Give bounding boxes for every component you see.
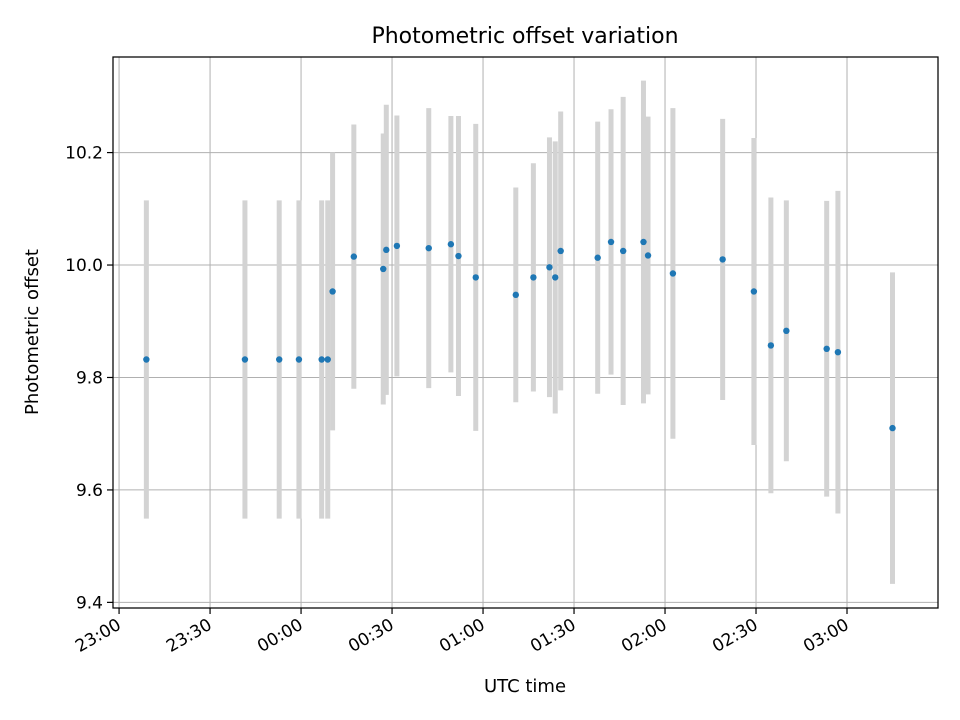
y-tick-label: 9.4 — [76, 593, 103, 613]
x-axis-ticks: 23:00 23:30 00:00 00:30 01:00 01:30 02:00 02:30… — [72, 608, 853, 657]
data-point — [640, 238, 647, 246]
data-point — [619, 247, 627, 255]
chart-title: Photometric offset variation — [371, 24, 678, 49]
data-point — [425, 244, 432, 252]
y-axis-label: Photometric offset — [22, 249, 43, 415]
data-point — [447, 241, 455, 248]
x-tick-label: 03:00 — [800, 615, 852, 657]
y-tick-label: 9.8 — [76, 368, 103, 388]
data-point — [767, 342, 775, 349]
x-tick-label: 23:30 — [163, 615, 215, 657]
data-point — [350, 253, 358, 260]
data-point — [607, 238, 615, 246]
x-tick-label: 23:00 — [72, 615, 124, 657]
data-point — [318, 356, 325, 363]
x-tick-label: 02:00 — [618, 615, 670, 657]
grid — [113, 57, 938, 608]
data-point — [834, 348, 842, 356]
data-point — [530, 274, 537, 281]
x-tick-label: 00:00 — [254, 615, 306, 657]
data-point — [669, 270, 677, 277]
data-point — [557, 247, 564, 255]
error-bars — [143, 80, 896, 584]
data-point — [594, 254, 601, 261]
data-points — [143, 238, 896, 432]
data-point — [455, 252, 462, 260]
data-point — [143, 356, 150, 363]
data-point — [324, 356, 331, 363]
y-tick-label: 9.6 — [76, 481, 103, 501]
x-tick-label: 01:30 — [527, 615, 579, 657]
data-point — [889, 424, 896, 432]
data-point — [329, 288, 336, 295]
y-axis-ticks: 9.4 9.6 9.8 10.0 10.2 — [65, 144, 113, 613]
data-point — [644, 252, 652, 259]
data-point — [552, 274, 559, 281]
x-axis-label: UTC time — [484, 676, 566, 697]
x-tick-label: 01:00 — [436, 615, 488, 657]
data-point — [823, 345, 830, 353]
data-point — [750, 288, 758, 295]
data-point — [393, 242, 401, 250]
data-point — [383, 246, 390, 254]
data-point — [380, 265, 387, 273]
data-point — [783, 327, 790, 335]
x-tick-label: 02:30 — [709, 615, 761, 657]
plot-area-frame — [112, 56, 939, 609]
x-tick-label: 00:30 — [345, 615, 397, 657]
data-point — [719, 256, 726, 263]
y-tick-label: 10.0 — [65, 256, 103, 276]
data-point — [276, 356, 283, 363]
data-point — [472, 274, 479, 281]
data-point — [295, 356, 303, 363]
y-tick-label: 10.2 — [65, 144, 103, 164]
data-point — [512, 291, 519, 299]
data-point — [546, 264, 553, 271]
data-point — [241, 356, 249, 363]
